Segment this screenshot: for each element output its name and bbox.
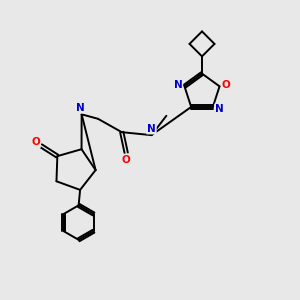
Text: N: N [174, 80, 182, 90]
Text: O: O [31, 137, 40, 147]
Text: N: N [76, 103, 85, 113]
Text: N: N [215, 104, 224, 114]
Text: O: O [122, 154, 130, 164]
Text: O: O [222, 80, 230, 90]
Text: N: N [147, 124, 156, 134]
